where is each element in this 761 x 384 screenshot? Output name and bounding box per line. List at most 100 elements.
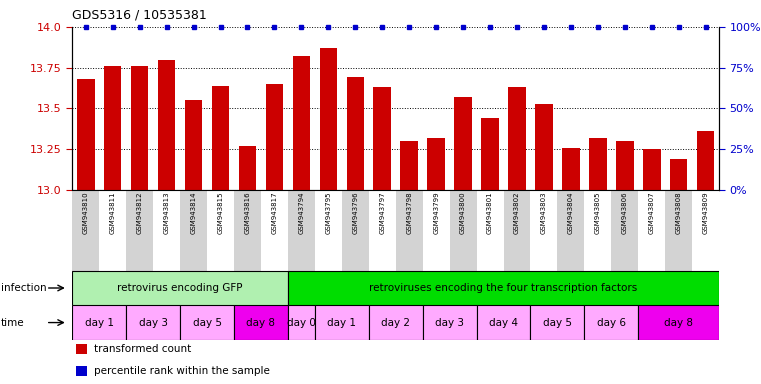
Bar bbox=[535, 104, 552, 190]
Bar bbox=[266, 84, 283, 190]
Bar bbox=[557, 190, 584, 271]
Bar bbox=[212, 86, 229, 190]
Bar bbox=[643, 149, 661, 190]
Text: GSM943811: GSM943811 bbox=[110, 192, 116, 234]
Text: day 5: day 5 bbox=[543, 318, 572, 328]
Bar bbox=[180, 190, 207, 271]
Text: GSM943815: GSM943815 bbox=[218, 192, 224, 234]
Text: day 1: day 1 bbox=[84, 318, 113, 328]
Bar bbox=[369, 305, 422, 340]
Bar bbox=[207, 190, 234, 271]
Text: GSM943808: GSM943808 bbox=[676, 192, 682, 234]
Text: day 3: day 3 bbox=[139, 318, 167, 328]
Bar bbox=[77, 79, 94, 190]
Text: day 8: day 8 bbox=[247, 318, 275, 328]
Bar bbox=[374, 87, 391, 190]
Bar bbox=[158, 60, 175, 190]
Text: day 2: day 2 bbox=[381, 318, 410, 328]
Bar bbox=[454, 97, 472, 190]
Bar bbox=[530, 305, 584, 340]
Bar bbox=[508, 87, 526, 190]
Bar bbox=[476, 305, 530, 340]
Bar bbox=[75, 344, 88, 354]
Text: GSM943812: GSM943812 bbox=[137, 192, 142, 234]
Bar bbox=[72, 190, 99, 271]
Text: GSM943816: GSM943816 bbox=[244, 192, 250, 234]
Text: GSM943796: GSM943796 bbox=[352, 192, 358, 234]
Bar bbox=[293, 56, 310, 190]
Bar bbox=[584, 305, 638, 340]
Bar bbox=[320, 48, 337, 190]
Bar bbox=[315, 190, 342, 271]
Bar bbox=[670, 159, 687, 190]
Bar bbox=[99, 190, 126, 271]
Text: GSM943795: GSM943795 bbox=[326, 192, 331, 234]
Bar bbox=[638, 190, 665, 271]
Bar bbox=[400, 141, 418, 190]
Bar bbox=[288, 190, 315, 271]
Bar bbox=[638, 305, 719, 340]
Bar bbox=[422, 305, 476, 340]
Bar bbox=[104, 66, 122, 190]
Text: retroviruses encoding the four transcription factors: retroviruses encoding the four transcrip… bbox=[369, 283, 638, 293]
Bar bbox=[611, 190, 638, 271]
Bar bbox=[346, 78, 364, 190]
Text: day 3: day 3 bbox=[435, 318, 464, 328]
Bar bbox=[72, 305, 126, 340]
Text: GSM943809: GSM943809 bbox=[702, 192, 708, 234]
Bar bbox=[288, 305, 315, 340]
Text: GSM943804: GSM943804 bbox=[568, 192, 574, 234]
Text: time: time bbox=[1, 318, 24, 328]
Text: GSM943805: GSM943805 bbox=[595, 192, 601, 234]
Text: GSM943806: GSM943806 bbox=[622, 192, 628, 234]
Bar bbox=[422, 190, 450, 271]
Text: GSM943813: GSM943813 bbox=[164, 192, 170, 234]
Bar bbox=[72, 271, 288, 305]
Text: GSM943803: GSM943803 bbox=[541, 192, 547, 234]
Bar bbox=[369, 190, 396, 271]
Bar bbox=[185, 100, 202, 190]
Text: GSM943801: GSM943801 bbox=[487, 192, 493, 234]
Bar bbox=[180, 305, 234, 340]
Bar bbox=[234, 305, 288, 340]
Text: day 8: day 8 bbox=[664, 318, 693, 328]
Text: day 5: day 5 bbox=[193, 318, 221, 328]
Bar bbox=[504, 190, 530, 271]
Text: GSM943802: GSM943802 bbox=[514, 192, 520, 234]
Bar bbox=[239, 146, 256, 190]
Text: GSM943807: GSM943807 bbox=[649, 192, 654, 234]
Bar bbox=[75, 366, 88, 376]
Text: day 0: day 0 bbox=[287, 318, 316, 328]
Text: day 1: day 1 bbox=[327, 318, 356, 328]
Bar bbox=[562, 147, 580, 190]
Bar bbox=[261, 190, 288, 271]
Bar bbox=[315, 305, 369, 340]
Bar bbox=[697, 131, 715, 190]
Text: GDS5316 / 10535381: GDS5316 / 10535381 bbox=[72, 8, 207, 21]
Bar bbox=[126, 190, 153, 271]
Bar bbox=[481, 118, 498, 190]
Bar bbox=[530, 190, 557, 271]
Text: day 6: day 6 bbox=[597, 318, 626, 328]
Text: retrovirus encoding GFP: retrovirus encoding GFP bbox=[117, 283, 243, 293]
Bar bbox=[584, 190, 611, 271]
Bar bbox=[126, 305, 180, 340]
Bar bbox=[288, 271, 719, 305]
Text: GSM943797: GSM943797 bbox=[379, 192, 385, 234]
Text: GSM943799: GSM943799 bbox=[433, 192, 439, 234]
Text: transformed count: transformed count bbox=[94, 344, 191, 354]
Text: GSM943800: GSM943800 bbox=[460, 192, 466, 234]
Text: GSM943810: GSM943810 bbox=[83, 192, 89, 234]
Bar bbox=[693, 190, 719, 271]
Text: infection: infection bbox=[1, 283, 46, 293]
Bar bbox=[153, 190, 180, 271]
Bar bbox=[450, 190, 476, 271]
Text: GSM943814: GSM943814 bbox=[190, 192, 196, 234]
Bar bbox=[589, 138, 607, 190]
Bar bbox=[616, 141, 634, 190]
Bar bbox=[396, 190, 422, 271]
Bar bbox=[234, 190, 261, 271]
Text: percentile rank within the sample: percentile rank within the sample bbox=[94, 366, 269, 376]
Bar bbox=[131, 66, 148, 190]
Bar bbox=[665, 190, 693, 271]
